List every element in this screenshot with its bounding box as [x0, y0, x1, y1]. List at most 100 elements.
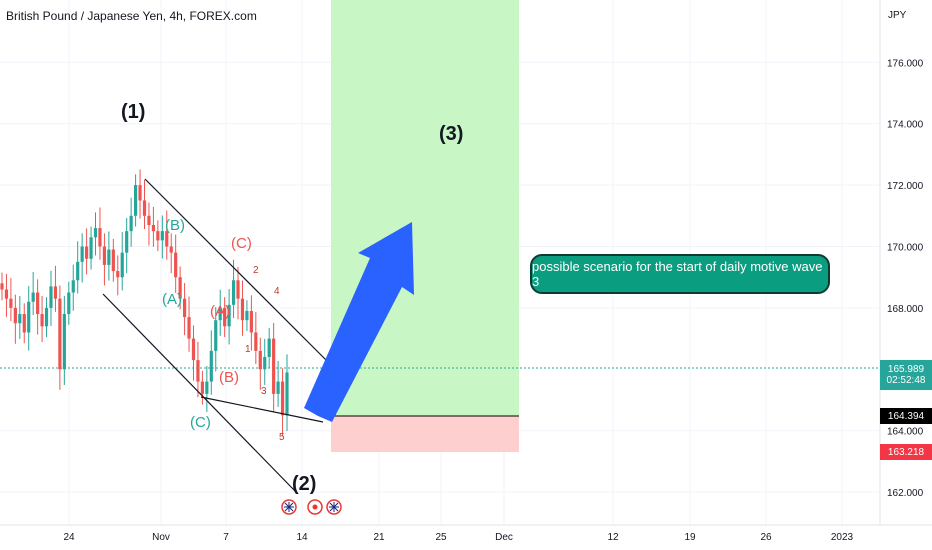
channel-lines	[102, 178, 331, 492]
candle-body	[160, 231, 164, 241]
candle-body	[116, 271, 120, 278]
candle-body	[107, 249, 111, 265]
candle-body	[71, 280, 75, 293]
candle-body	[214, 320, 218, 351]
candle-body	[18, 314, 22, 324]
candle-body	[169, 246, 173, 253]
candle-body	[13, 307, 17, 324]
stop-price-tag: 163.218	[880, 444, 932, 460]
scenario-note: possible scenario for the start of daily…	[530, 254, 830, 294]
minor-b-top-label: (B)	[165, 217, 185, 234]
scenario-note-text: possible scenario for the start of daily…	[532, 259, 823, 289]
candle-body	[133, 185, 138, 216]
candle-body	[0, 283, 4, 290]
candle-body	[62, 314, 66, 370]
currency-label: JPY	[888, 10, 907, 21]
candle-body	[58, 298, 62, 370]
current-price-tag: 165.989 02:52:48	[880, 360, 932, 390]
wave-2-label: (2)	[292, 473, 316, 495]
x-tick-label: Nov	[152, 532, 170, 543]
candle-body	[267, 338, 271, 358]
candle-body	[80, 246, 84, 262]
x-tick-label: 2023	[831, 532, 854, 543]
y-tick-label: 172.000	[887, 181, 924, 192]
sub-wave-3-label: 3	[261, 386, 267, 397]
candle-body	[174, 252, 178, 278]
wave-3-label: (3)	[439, 123, 463, 145]
candle-body	[93, 228, 98, 238]
wedge-lower-line	[200, 396, 324, 423]
sub-wave-5-label: 5	[279, 432, 285, 443]
x-tick-label: 12	[607, 532, 619, 543]
y-tick-label: 162.000	[887, 488, 924, 499]
sub-wave-2-label: 2	[253, 265, 259, 276]
candle-body	[205, 381, 209, 394]
x-tick-label: 19	[684, 532, 696, 543]
candle-body	[98, 228, 102, 247]
y-tick-label: 170.000	[887, 243, 924, 254]
candle-body	[209, 350, 213, 382]
candle-body	[156, 231, 160, 241]
candle-body	[231, 280, 236, 305]
channel-upper-line	[144, 178, 331, 365]
x-tick-label: 7	[223, 532, 229, 543]
candle-body	[27, 301, 31, 333]
candles	[0, 169, 289, 436]
candle-body	[76, 261, 80, 281]
candle-body	[36, 292, 40, 315]
wave3-arrow	[304, 222, 414, 422]
candle-body	[196, 360, 200, 382]
minor-c-right-label: (C)	[231, 235, 252, 252]
candle-body	[151, 225, 156, 232]
price-axis[interactable]: 176.000 174.000 172.000 170.000 168.000 164.0…	[887, 58, 924, 499]
candle-body	[200, 381, 204, 394]
candle-body	[49, 286, 53, 308]
wave-1-label: (1)	[121, 101, 145, 123]
time-axis[interactable]: 24 Nov 7 14 21 25 Dec 12 19 26 2023	[63, 532, 853, 543]
candle-body	[125, 231, 129, 253]
minor-b-right-label: (B)	[219, 369, 239, 386]
sub-wave-4-label: 4	[274, 286, 280, 297]
candle-body	[111, 249, 115, 272]
x-tick-label: 14	[296, 532, 308, 543]
candle-body	[44, 307, 49, 327]
candle-body	[138, 185, 142, 201]
chart-title: British Pound / Japanese Yen, 4h, FOREX.…	[6, 9, 257, 23]
bar-countdown: 02:52:48	[886, 375, 926, 386]
candle-body	[272, 338, 276, 394]
y-tick-label: 164.000	[887, 427, 924, 438]
candle-body	[182, 298, 187, 318]
candle-body	[129, 215, 133, 232]
x-tick-label: 24	[63, 532, 75, 543]
entry-price-value: 164.394	[887, 410, 925, 422]
channel-lower-line	[102, 293, 296, 492]
candle-body	[245, 310, 249, 321]
candle-body	[280, 381, 285, 416]
candle-body	[165, 231, 169, 247]
candle-body	[187, 317, 191, 339]
candle-body	[31, 292, 35, 302]
event-icons	[281, 499, 342, 515]
candle-body	[276, 381, 280, 394]
sub-wave-1-label: 1	[245, 344, 251, 355]
candle-body	[249, 310, 253, 333]
x-tick-label: 21	[373, 532, 385, 543]
candle-body	[22, 314, 26, 333]
x-tick-label: Dec	[495, 532, 513, 543]
candle-body	[9, 298, 13, 308]
candle-body	[4, 289, 9, 299]
candle-body	[254, 332, 258, 351]
x-tick-label: 25	[435, 532, 447, 543]
minor-a-right-label: (A)	[210, 303, 230, 320]
candle-body	[178, 277, 182, 299]
entry-price-tag: 164.394	[880, 408, 932, 424]
candle-body	[223, 307, 227, 327]
candle-body	[142, 200, 147, 216]
candle-body	[218, 307, 222, 321]
candle-body	[258, 350, 262, 370]
y-tick-label: 168.000	[887, 304, 924, 315]
candle-body	[285, 372, 289, 416]
candle-body	[240, 298, 245, 321]
candle-body	[40, 314, 44, 327]
candle-body	[85, 246, 89, 259]
